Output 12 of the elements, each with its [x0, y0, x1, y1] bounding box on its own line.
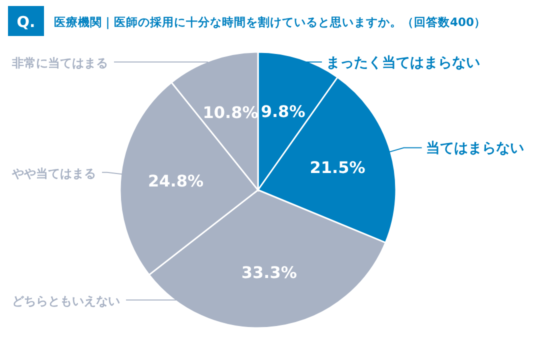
text: Q.	[16, 13, 36, 31]
slice-label: やや当てはまる	[11, 166, 96, 180]
slice-label: まったく当てはまらない	[326, 55, 480, 71]
slice-label: 非常に当てはまる	[11, 56, 108, 70]
data-label: 9.8%	[260, 102, 306, 122]
slice-label: どちらともいえない	[12, 294, 120, 308]
data-label: 33.3%	[241, 263, 297, 282]
data-label: 24.8%	[148, 171, 204, 190]
data-label: 10.8%	[202, 102, 258, 122]
data-label: 21.5%	[310, 158, 366, 177]
chart-title: 医療機関｜医師の採用に十分な時間を割けていると思いますか。（回答数400）	[54, 15, 486, 30]
slice-label: 当てはまらない	[426, 140, 524, 157]
